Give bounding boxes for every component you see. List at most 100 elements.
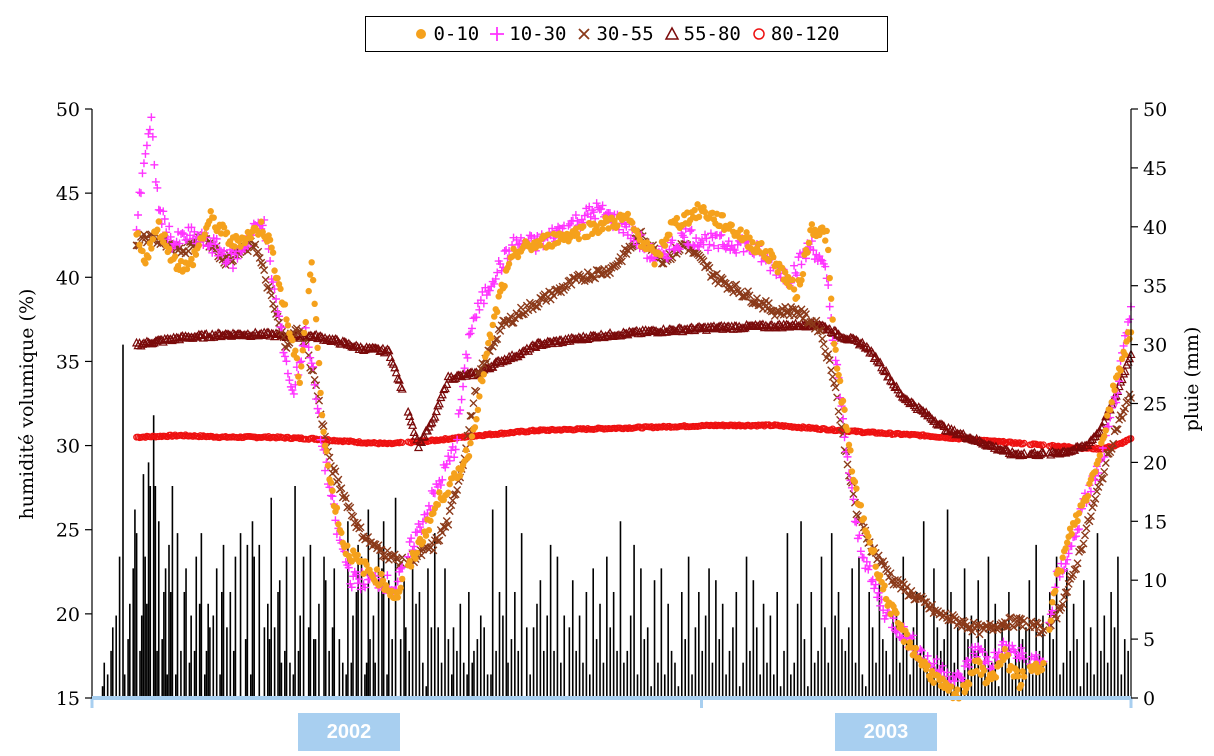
point-55-80 [339,336,349,346]
point-0-10 [312,315,320,323]
point-0-10 [841,406,848,413]
point-30-55 [705,263,714,272]
point-0-10 [501,282,508,290]
point-10-30 [441,463,450,472]
point-10-30 [859,553,868,562]
point-0-10 [1101,432,1108,440]
point-0-10 [494,308,501,316]
point-10-30 [702,234,711,243]
point-10-30 [1067,542,1076,551]
point-0-10 [876,572,884,579]
point-0-10 [425,527,433,534]
point-10-30 [991,653,1000,662]
year-label-2003: 2003 [835,713,937,751]
point-0-10 [306,271,314,278]
point-55-80 [906,397,916,406]
y-tick-label: 40 [56,267,80,289]
point-0-10 [666,231,673,238]
point-0-10 [360,570,367,577]
point-0-10 [495,293,502,300]
point-55-80 [885,375,896,385]
point-30-55 [346,503,355,512]
point-30-55 [1009,623,1018,632]
point-10-30 [852,518,861,527]
point-30-55 [827,366,836,375]
point-30-55 [828,372,837,381]
point-0-10 [930,679,937,686]
point-0-10 [1096,452,1104,459]
point-0-10 [1102,427,1109,434]
point-30-55 [1018,622,1027,631]
point-30-55 [874,551,883,560]
legend-marker-shape [753,28,765,40]
point-10-30 [160,215,169,224]
point-10-30 [865,561,874,570]
point-10-30 [850,517,859,526]
point-0-10 [155,218,162,225]
point-10-30 [689,240,698,249]
point-0-10 [871,547,878,554]
point-0-10 [462,446,470,454]
point-0-10 [636,236,643,244]
point-10-30 [214,251,223,260]
point-10-30 [273,307,282,316]
point-10-30 [821,262,830,271]
point-0-10 [829,316,836,323]
point-55-80 [1117,374,1127,384]
point-55-80 [391,367,401,377]
point-0-10 [134,229,142,237]
legend-marker [578,28,591,40]
point-10-30 [709,241,718,250]
point-10-30 [675,245,684,254]
point-10-30 [984,657,993,666]
y2-tick-label: 50 [1143,99,1167,121]
point-0-10 [599,225,606,233]
point-55-80 [415,436,425,446]
point-10-30 [147,113,156,122]
point-30-55 [435,536,444,545]
point-10-30 [849,495,858,504]
point-0-10 [1014,673,1022,680]
point-0-10 [171,253,179,260]
point-0-10 [422,532,430,539]
point-30-55 [819,340,828,349]
point-55-80 [854,339,864,349]
point-10-30 [306,353,315,362]
point-0-10 [308,259,315,266]
point-10-30 [479,299,488,308]
point-30-55 [255,254,264,263]
point-0-10 [593,223,600,230]
point-10-30 [663,254,672,263]
point-0-10 [323,447,330,455]
point-10-30 [571,211,580,220]
point-0-10 [881,582,888,589]
point-30-55 [1078,545,1087,554]
point-10-30 [139,159,148,168]
point-10-30 [683,239,692,248]
point-0-10 [1114,372,1121,379]
point-10-30 [840,433,849,442]
point-10-30 [396,564,405,573]
point-0-10 [830,340,838,347]
point-30-55 [383,546,392,555]
point-0-10 [976,659,983,666]
point-30-55 [374,541,383,550]
point-10-30 [413,528,422,537]
point-10-30 [272,295,281,304]
point-0-10 [900,638,908,645]
point-10-30 [695,242,704,251]
point-30-55 [469,399,478,408]
point-0-10 [770,253,777,261]
point-30-55 [497,321,506,330]
point-0-10 [407,563,415,570]
point-0-10 [992,674,1000,681]
point-0-10 [537,242,544,249]
point-10-30 [965,662,974,671]
point-0-10 [485,339,492,347]
point-10-30 [855,531,864,540]
point-30-55 [816,326,825,335]
point-10-30 [994,648,1003,657]
point-0-10 [1040,659,1047,667]
point-0-10 [643,239,651,246]
point-10-30 [144,129,153,138]
